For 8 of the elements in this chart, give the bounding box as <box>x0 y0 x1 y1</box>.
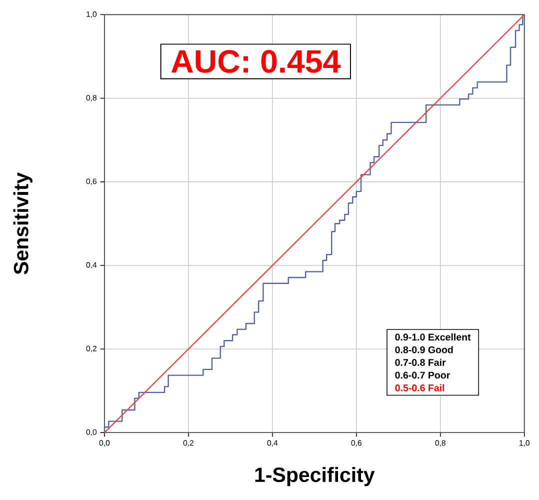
annotation: 0.5-0.6 Fail <box>395 384 444 392</box>
x-axis-title: 1-Specificity <box>255 467 375 486</box>
annotation: 0.6-0.7 Poor <box>395 372 450 379</box>
annotation: AUC: 0.454 <box>171 50 340 73</box>
annotation: 0.9-1.0 Excellent <box>395 333 471 341</box>
y-axis-title: Sensitivity <box>13 172 32 274</box>
annotation: 0.7-0.8 Fair <box>395 358 446 366</box>
annotation: 0.8-0.9 Good <box>395 346 453 354</box>
